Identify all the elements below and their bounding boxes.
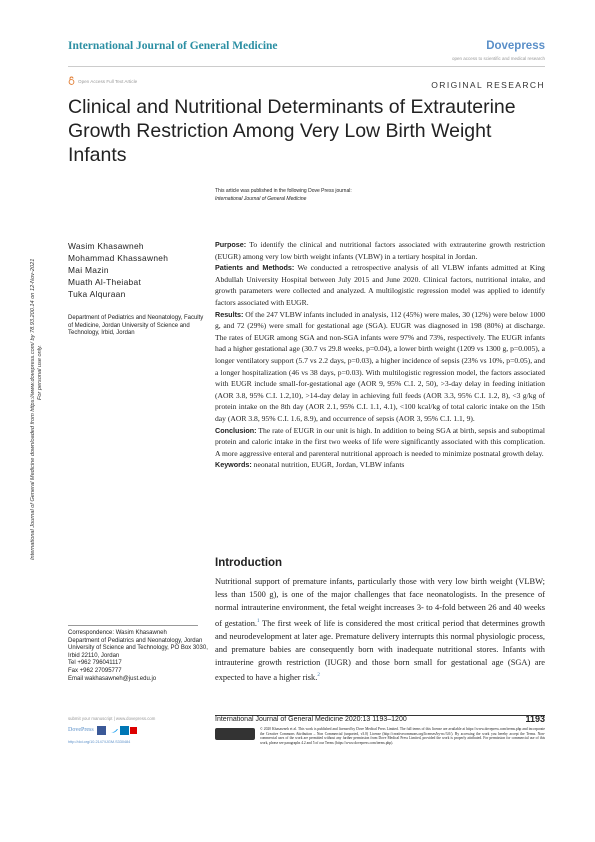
correspondence-line: Correspondence: Wasim Khasawneh — [68, 630, 167, 636]
access-label: Open Access Full Text Article — [78, 79, 138, 84]
publication-note-line: This article was published in the follow… — [215, 188, 352, 194]
open-access-icon — [68, 76, 75, 85]
abstract-section: Conclusion: The rate of EUGR in our unit… — [215, 425, 545, 460]
cc-badge[interactable] — [215, 728, 255, 740]
journal-name: International Journal of General Medicin… — [68, 40, 278, 52]
footer-rule — [215, 715, 545, 716]
abstract-text: Of the 247 VLBW infants included in anal… — [215, 309, 546, 423]
correspondence-rule — [68, 625, 198, 626]
correspondence-line: Email wakhasawneh@just.edu.jo — [68, 675, 157, 682]
author: Wasim Khasawneh — [68, 241, 144, 251]
footer-publisher: DovePress — [68, 727, 94, 733]
abstract-text: We conducted a retrospective analysis of… — [215, 263, 545, 307]
body-text: Nutritional support of premature infants… — [215, 577, 545, 628]
reference[interactable]: 1 — [256, 618, 260, 624]
facebook-icon[interactable] — [97, 726, 106, 735]
article-type: ORIGINAL RESEARCH — [431, 80, 545, 90]
publisher-tagline: open access to scientific and medical re… — [451, 56, 545, 61]
youtube-icon[interactable] — [130, 727, 137, 734]
author: Mohammad Khassawneh — [68, 253, 169, 263]
abstract-section: Purpose: To identify the clinical and nu… — [215, 239, 545, 262]
submit-link[interactable]: submit your manuscript | www.dovepress.c… — [68, 716, 156, 721]
side-note: International Journal of General Medicin… — [30, 120, 44, 560]
license-text: © 2020 Khasawneh et al. This work is pub… — [260, 727, 545, 745]
author: Muath Al-Theiabat — [68, 277, 142, 287]
body-text: The first week of life is considered the… — [215, 618, 545, 683]
footer-citation: International Journal of General Medicin… — [215, 716, 407, 723]
abstract-text: To identify the clinical and nutritional… — [215, 240, 545, 261]
abstract-section: Results: Of the 247 VLBW infants include… — [215, 309, 545, 425]
publication-note: This article was published in the follow… — [215, 187, 352, 203]
page-number: 1193 — [525, 714, 545, 724]
linkedin-icon[interactable] — [120, 726, 129, 735]
abstract-label: Purpose: — [215, 240, 247, 249]
abstract-section: Patients and Methods: We conducted a ret… — [215, 262, 545, 308]
author: Tuka Alquraan — [68, 289, 126, 299]
side-note-line: For personal use only. — [37, 345, 43, 400]
abstract-text: The rate of EUGR in our unit is high. In… — [215, 425, 546, 458]
section-heading: Introduction — [215, 557, 283, 569]
authors: Wasim Khasawneh Mohammad Khassawneh Mai … — [68, 240, 168, 300]
publisher: Dovepress — [486, 40, 545, 52]
abstract-text: neonatal nutrition, EUGR, Jordan, VLBW i… — [253, 460, 405, 470]
correspondence: Correspondence: Wasim Khasawneh Departme… — [68, 630, 208, 683]
side-note-line: International Journal of General Medicin… — [30, 258, 36, 560]
abstract-label: Keywords: — [215, 460, 252, 470]
article-title: Clinical and Nutritional Determinants of… — [68, 96, 516, 166]
twitter-icon[interactable] — [111, 729, 118, 733]
affiliation: Department of Pediatrics and Neonatology… — [68, 315, 204, 336]
abstract-section: Keywords: neonatal nutrition, EUGR, Jord… — [215, 459, 545, 471]
doi-link[interactable]: http://doi.org/10.2147/IJGM.S330484 — [68, 740, 131, 744]
introduction-text: Nutritional support of premature infants… — [215, 575, 545, 684]
correspondence-line: Department of Pediatrics and Neonatology… — [68, 637, 208, 659]
correspondence-line: Tel +962 796041117 — [68, 660, 122, 667]
abstract: Purpose: To identify the clinical and nu… — [215, 239, 545, 471]
abstract-label: Results: — [215, 309, 244, 319]
header-rule — [68, 66, 545, 67]
reference[interactable]: 2 — [317, 673, 320, 679]
abstract-label: Patients and Methods: — [215, 263, 295, 273]
publication-note-journal: International Journal of General Medicin… — [215, 196, 307, 202]
correspondence-line: Fax +962 27095777 — [68, 667, 122, 674]
social-icons — [97, 726, 137, 735]
abstract-label: Conclusion: — [215, 425, 257, 435]
author: Mai Mazin — [68, 265, 109, 275]
